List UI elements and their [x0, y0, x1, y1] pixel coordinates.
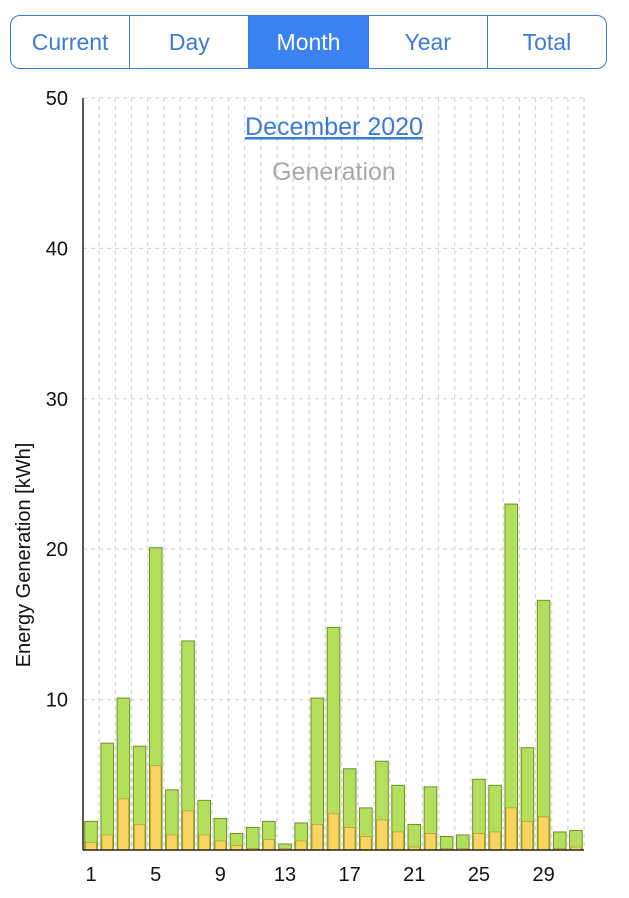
y-tick-label: 50 — [46, 88, 68, 110]
bar-total[interactable] — [537, 600, 550, 850]
bar-self[interactable] — [199, 835, 210, 850]
bar-self[interactable] — [328, 814, 339, 850]
x-tick-label: 9 — [215, 864, 226, 886]
bar-self[interactable] — [361, 836, 372, 850]
tab-month[interactable]: Month — [249, 16, 368, 68]
bar-total[interactable] — [246, 827, 259, 850]
bar-self[interactable] — [86, 842, 97, 850]
chart-subtitle: Generation — [272, 158, 396, 186]
bar-self[interactable] — [522, 821, 533, 850]
y-tick-label: 40 — [46, 238, 68, 260]
bar-self[interactable] — [425, 833, 436, 850]
y-tick-label: 20 — [46, 539, 68, 561]
energy-generation-chart: 10 20 30 40 50 1 5 9 13 17 21 25 29 December 2020 Ge… — [0, 80, 629, 898]
bar-self[interactable] — [506, 808, 517, 850]
tab-day[interactable]: Day — [130, 16, 249, 68]
bar-total[interactable] — [553, 832, 566, 850]
bar-self[interactable] — [474, 833, 485, 850]
chart-title[interactable]: December 2020 — [245, 113, 423, 141]
y-tick-label: 30 — [46, 389, 68, 411]
bar-total[interactable] — [456, 835, 469, 850]
tab-total[interactable]: Total — [488, 16, 606, 68]
bar-self[interactable] — [134, 824, 145, 850]
x-tick-label: 1 — [86, 864, 97, 886]
bar-self[interactable] — [538, 817, 549, 850]
tab-year[interactable]: Year — [369, 16, 488, 68]
x-tick-label: 13 — [274, 864, 296, 886]
bar-total[interactable] — [101, 743, 114, 850]
tab-current[interactable]: Current — [11, 16, 130, 68]
bar-total[interactable] — [408, 824, 421, 850]
x-tick-label: 5 — [150, 864, 161, 886]
bar-self[interactable] — [490, 832, 501, 850]
bar-self[interactable] — [377, 820, 388, 850]
x-tick-label: 29 — [532, 864, 554, 886]
bar-self[interactable] — [296, 841, 307, 850]
bar-total[interactable] — [440, 836, 453, 850]
x-tick-label: 25 — [468, 864, 490, 886]
x-tick-label: 21 — [403, 864, 425, 886]
bar-self[interactable] — [118, 799, 129, 850]
bar-self[interactable] — [215, 841, 226, 850]
bar-total[interactable] — [505, 504, 518, 850]
y-axis-title: Energy Generation [kWh] — [13, 443, 35, 668]
bar-self[interactable] — [393, 832, 404, 850]
y-tick-label: 10 — [46, 690, 68, 712]
bar-self[interactable] — [150, 766, 161, 850]
bar-self[interactable] — [183, 811, 194, 850]
x-tick-label: 17 — [339, 864, 361, 886]
bar-self[interactable] — [312, 824, 323, 850]
bar-self[interactable] — [264, 839, 275, 850]
bar-self[interactable] — [167, 835, 178, 850]
bar-self[interactable] — [344, 827, 355, 850]
view-segmented-control: Current Day Month Year Total — [10, 15, 607, 69]
bar-self[interactable] — [102, 835, 113, 850]
bars-group — [85, 504, 582, 850]
